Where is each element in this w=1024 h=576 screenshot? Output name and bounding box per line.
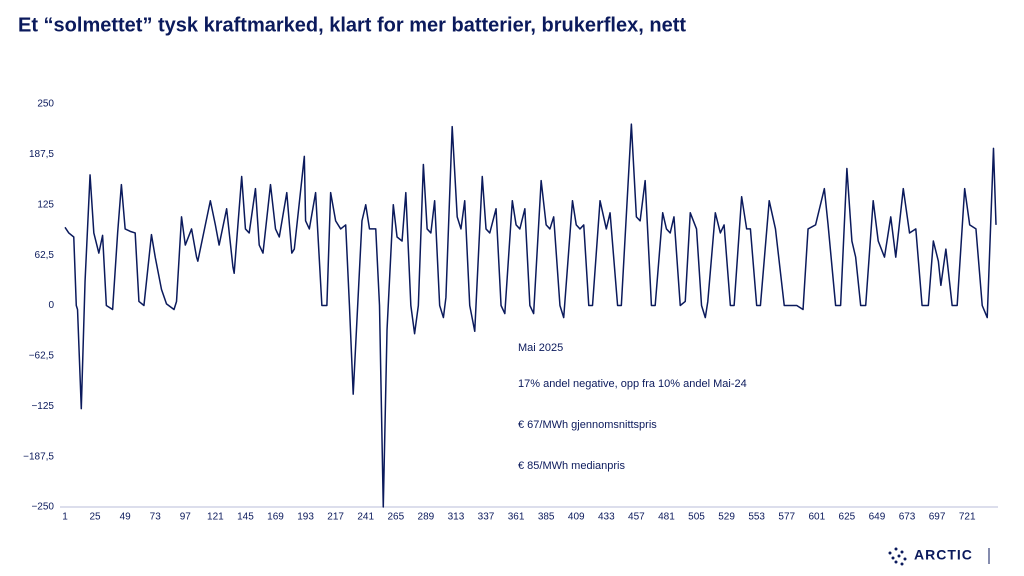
x-tick-label: 313	[448, 512, 465, 523]
annotation: Mai 2025	[518, 342, 563, 354]
x-tick-label: 673	[899, 512, 916, 523]
x-tick-label: 601	[808, 512, 825, 523]
x-tick-label: 73	[150, 512, 162, 523]
annotation: € 67/MWh gjennomsnittspris	[518, 419, 657, 431]
y-tick-label: −187,5	[23, 451, 54, 462]
x-tick-label: 241	[357, 512, 374, 523]
x-tick-label: 409	[568, 512, 585, 523]
x-tick-label: 217	[327, 512, 344, 523]
x-tick-label: 649	[869, 512, 886, 523]
x-tick-label: 505	[688, 512, 705, 523]
y-tick-label: 125	[37, 199, 54, 210]
x-tick-label: 193	[297, 512, 314, 523]
price-line	[64, 123, 997, 508]
y-tick-label: −250	[31, 502, 54, 513]
x-tick-label: 385	[538, 512, 555, 523]
x-tick-label: 289	[418, 512, 435, 523]
x-tick-label: 49	[120, 512, 132, 523]
y-tick-label: 250	[37, 99, 54, 110]
logo-icon	[888, 547, 907, 566]
x-tick-label: 625	[839, 512, 856, 523]
x-tick-label: 361	[508, 512, 525, 523]
x-tick-label: 481	[658, 512, 675, 523]
x-tick-label: 433	[598, 512, 615, 523]
annotation: € 85/MWh medianpris	[518, 460, 625, 472]
x-tick-label: 25	[90, 512, 102, 523]
x-tick-label: 697	[929, 512, 946, 523]
y-tick-label: −62,5	[29, 351, 55, 362]
x-tick-label: 97	[180, 512, 192, 523]
y-tick-label: −125	[31, 401, 54, 412]
y-tick-label: 62,5	[35, 250, 55, 261]
x-tick-label: 121	[207, 512, 224, 523]
y-tick-label: 187,5	[29, 149, 54, 160]
x-tick-label: 265	[387, 512, 404, 523]
logo-text: ARCTIC	[914, 547, 973, 563]
x-tick-label: 1	[62, 512, 68, 523]
annotation: 17% andel negative, opp fra 10% andel Ma…	[518, 378, 747, 390]
x-tick-label: 577	[778, 512, 795, 523]
chart-title: Et “solmettet” tysk kraftmarked, klart f…	[18, 14, 686, 36]
x-tick-label: 529	[718, 512, 735, 523]
x-tick-label: 337	[478, 512, 495, 523]
x-tick-label: 553	[748, 512, 765, 523]
y-tick-label: 0	[48, 300, 54, 311]
x-tick-label: 169	[267, 512, 284, 523]
x-tick-label: 457	[628, 512, 645, 523]
x-tick-label: 721	[959, 512, 976, 523]
x-tick-label: 145	[237, 512, 254, 523]
